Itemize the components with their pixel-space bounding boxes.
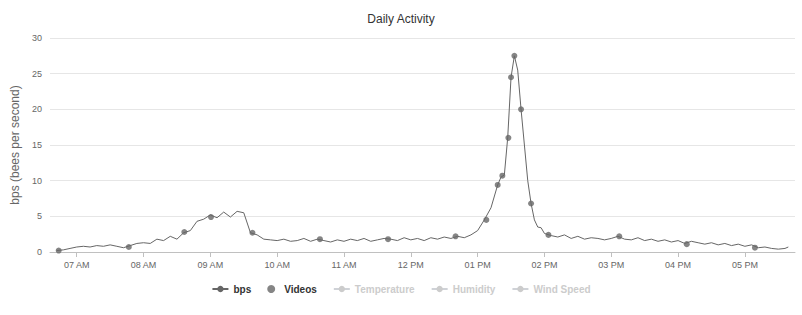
svg-text:Videos: Videos (284, 284, 317, 295)
svg-text:20: 20 (32, 104, 42, 114)
svg-text:10 AM: 10 AM (264, 260, 290, 270)
svg-text:02 PM: 02 PM (531, 260, 557, 270)
svg-text:11 AM: 11 AM (332, 260, 357, 270)
svg-text:04 PM: 04 PM (665, 260, 691, 270)
svg-text:Humidity: Humidity (453, 284, 496, 295)
svg-text:Wind Speed: Wind Speed (533, 284, 590, 295)
svg-text:5: 5 (37, 211, 42, 221)
svg-text:30: 30 (32, 33, 42, 43)
svg-text:09 AM: 09 AM (198, 260, 224, 270)
svg-text:bps (bees per second): bps (bees per second) (8, 85, 22, 204)
svg-text:08 AM: 08 AM (131, 260, 157, 270)
svg-text:03 PM: 03 PM (598, 260, 624, 270)
svg-text:25: 25 (32, 69, 42, 79)
svg-text:12 PM: 12 PM (398, 260, 424, 270)
svg-text:05 PM: 05 PM (732, 260, 758, 270)
svg-text:bps: bps (233, 284, 251, 295)
svg-text:01 PM: 01 PM (465, 260, 491, 270)
svg-text:0: 0 (37, 247, 42, 257)
svg-text:07 AM: 07 AM (64, 260, 90, 270)
svg-text:10: 10 (32, 176, 42, 186)
svg-text:15: 15 (32, 140, 42, 150)
svg-text:Temperature: Temperature (355, 284, 415, 295)
svg-text:Daily Activity: Daily Activity (367, 12, 434, 26)
